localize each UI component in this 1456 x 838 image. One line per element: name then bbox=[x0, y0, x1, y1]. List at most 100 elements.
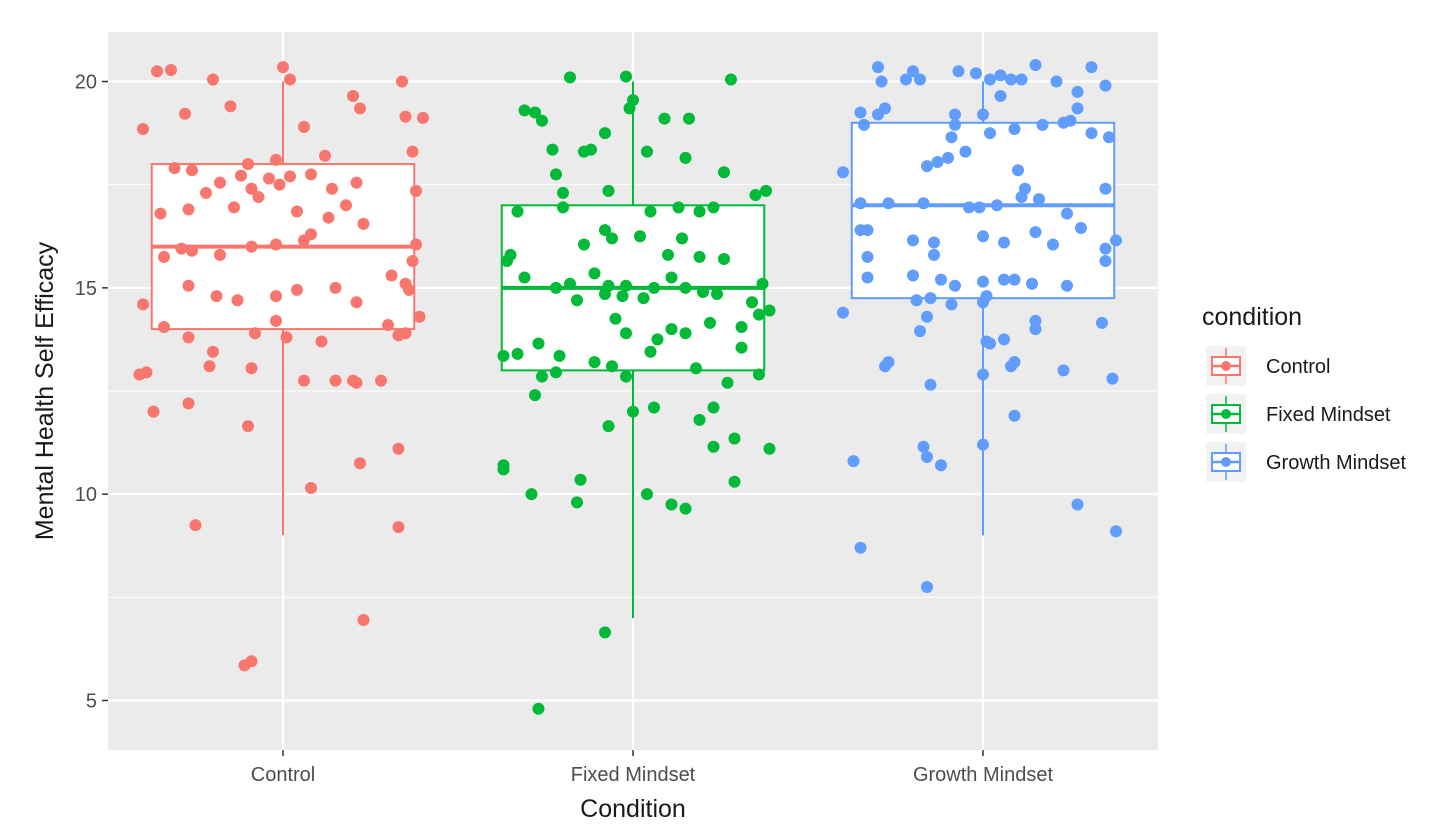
data-point bbox=[1029, 59, 1042, 72]
data-point bbox=[690, 362, 702, 375]
data-point bbox=[872, 108, 884, 121]
data-point bbox=[760, 184, 772, 197]
data-point bbox=[298, 374, 310, 387]
data-point bbox=[168, 162, 181, 175]
data-point bbox=[977, 230, 989, 243]
data-point bbox=[550, 366, 562, 379]
data-point bbox=[679, 502, 692, 515]
data-point bbox=[249, 327, 261, 340]
data-point bbox=[207, 345, 219, 358]
data-point bbox=[406, 145, 419, 158]
data-point bbox=[725, 73, 737, 86]
x-axis: Control Fixed Mindset Growth Mindset bbox=[251, 750, 1053, 786]
data-point bbox=[753, 308, 765, 321]
data-point bbox=[1071, 102, 1084, 115]
data-point bbox=[977, 108, 989, 121]
legend-key-point bbox=[1221, 409, 1231, 419]
data-point bbox=[417, 111, 429, 124]
data-point bbox=[977, 275, 989, 288]
data-point bbox=[616, 290, 629, 303]
data-point bbox=[599, 224, 611, 237]
data-point bbox=[137, 122, 149, 135]
legend-item: Control bbox=[1206, 346, 1330, 386]
data-point bbox=[711, 288, 723, 301]
data-point bbox=[917, 197, 930, 210]
data-point bbox=[1012, 164, 1024, 177]
data-point bbox=[1096, 316, 1108, 329]
data-point bbox=[721, 376, 734, 389]
data-point bbox=[210, 290, 223, 303]
data-point bbox=[518, 104, 531, 117]
data-point bbox=[648, 281, 660, 294]
data-point bbox=[763, 442, 776, 455]
data-point bbox=[928, 248, 940, 261]
data-point bbox=[854, 541, 867, 554]
legend-label: Fixed Mindset bbox=[1266, 404, 1391, 426]
data-point bbox=[665, 323, 678, 336]
data-point bbox=[697, 285, 709, 298]
data-point bbox=[935, 459, 947, 472]
data-point bbox=[1050, 75, 1063, 88]
data-point bbox=[952, 65, 965, 78]
data-point bbox=[1099, 242, 1112, 255]
series-growth-mindset bbox=[837, 59, 1122, 594]
data-point bbox=[273, 178, 286, 191]
data-point bbox=[235, 169, 247, 182]
data-point bbox=[298, 234, 310, 247]
data-point bbox=[914, 325, 926, 338]
y-tick-label: 20 bbox=[75, 72, 97, 94]
data-point bbox=[182, 279, 195, 292]
data-point bbox=[973, 201, 986, 214]
data-point bbox=[861, 224, 874, 237]
data-point bbox=[928, 236, 940, 249]
data-point bbox=[935, 273, 947, 286]
data-point bbox=[151, 65, 163, 78]
data-point bbox=[1015, 73, 1028, 86]
data-point bbox=[606, 232, 618, 245]
data-point bbox=[1047, 238, 1059, 251]
data-point bbox=[1036, 118, 1049, 131]
data-point bbox=[245, 655, 258, 668]
data-point bbox=[291, 205, 303, 218]
data-point bbox=[676, 232, 688, 245]
data-point bbox=[1015, 191, 1028, 204]
data-point bbox=[182, 331, 195, 344]
data-point bbox=[186, 164, 198, 177]
data-point bbox=[945, 298, 958, 311]
data-point bbox=[882, 197, 895, 210]
data-point bbox=[410, 238, 422, 251]
series-layer bbox=[133, 59, 1122, 715]
data-point bbox=[270, 153, 282, 166]
data-point bbox=[214, 248, 226, 261]
data-point bbox=[322, 211, 335, 224]
data-point bbox=[728, 432, 741, 445]
data-point bbox=[858, 118, 870, 131]
data-point bbox=[280, 331, 293, 344]
data-point bbox=[837, 306, 849, 319]
data-point bbox=[599, 127, 611, 140]
data-point bbox=[627, 405, 639, 418]
data-point bbox=[536, 114, 548, 127]
data-point bbox=[984, 127, 996, 140]
data-point bbox=[347, 89, 359, 102]
data-point bbox=[718, 252, 730, 265]
data-point bbox=[735, 341, 748, 354]
y-tick-label: 15 bbox=[75, 278, 97, 300]
data-point bbox=[585, 143, 597, 156]
data-point bbox=[931, 155, 944, 168]
data-point bbox=[242, 420, 254, 433]
data-point bbox=[921, 581, 933, 594]
data-point bbox=[252, 191, 265, 204]
data-point bbox=[392, 442, 405, 455]
data-point bbox=[1071, 85, 1084, 98]
data-point bbox=[497, 463, 510, 476]
data-point bbox=[385, 269, 398, 282]
y-tick-label: 5 bbox=[86, 690, 97, 712]
data-point bbox=[1061, 207, 1073, 220]
data-point bbox=[749, 188, 762, 201]
data-point bbox=[718, 166, 730, 179]
data-point bbox=[1026, 277, 1038, 290]
data-point bbox=[602, 279, 615, 292]
data-point bbox=[665, 498, 678, 511]
data-point bbox=[392, 521, 405, 534]
